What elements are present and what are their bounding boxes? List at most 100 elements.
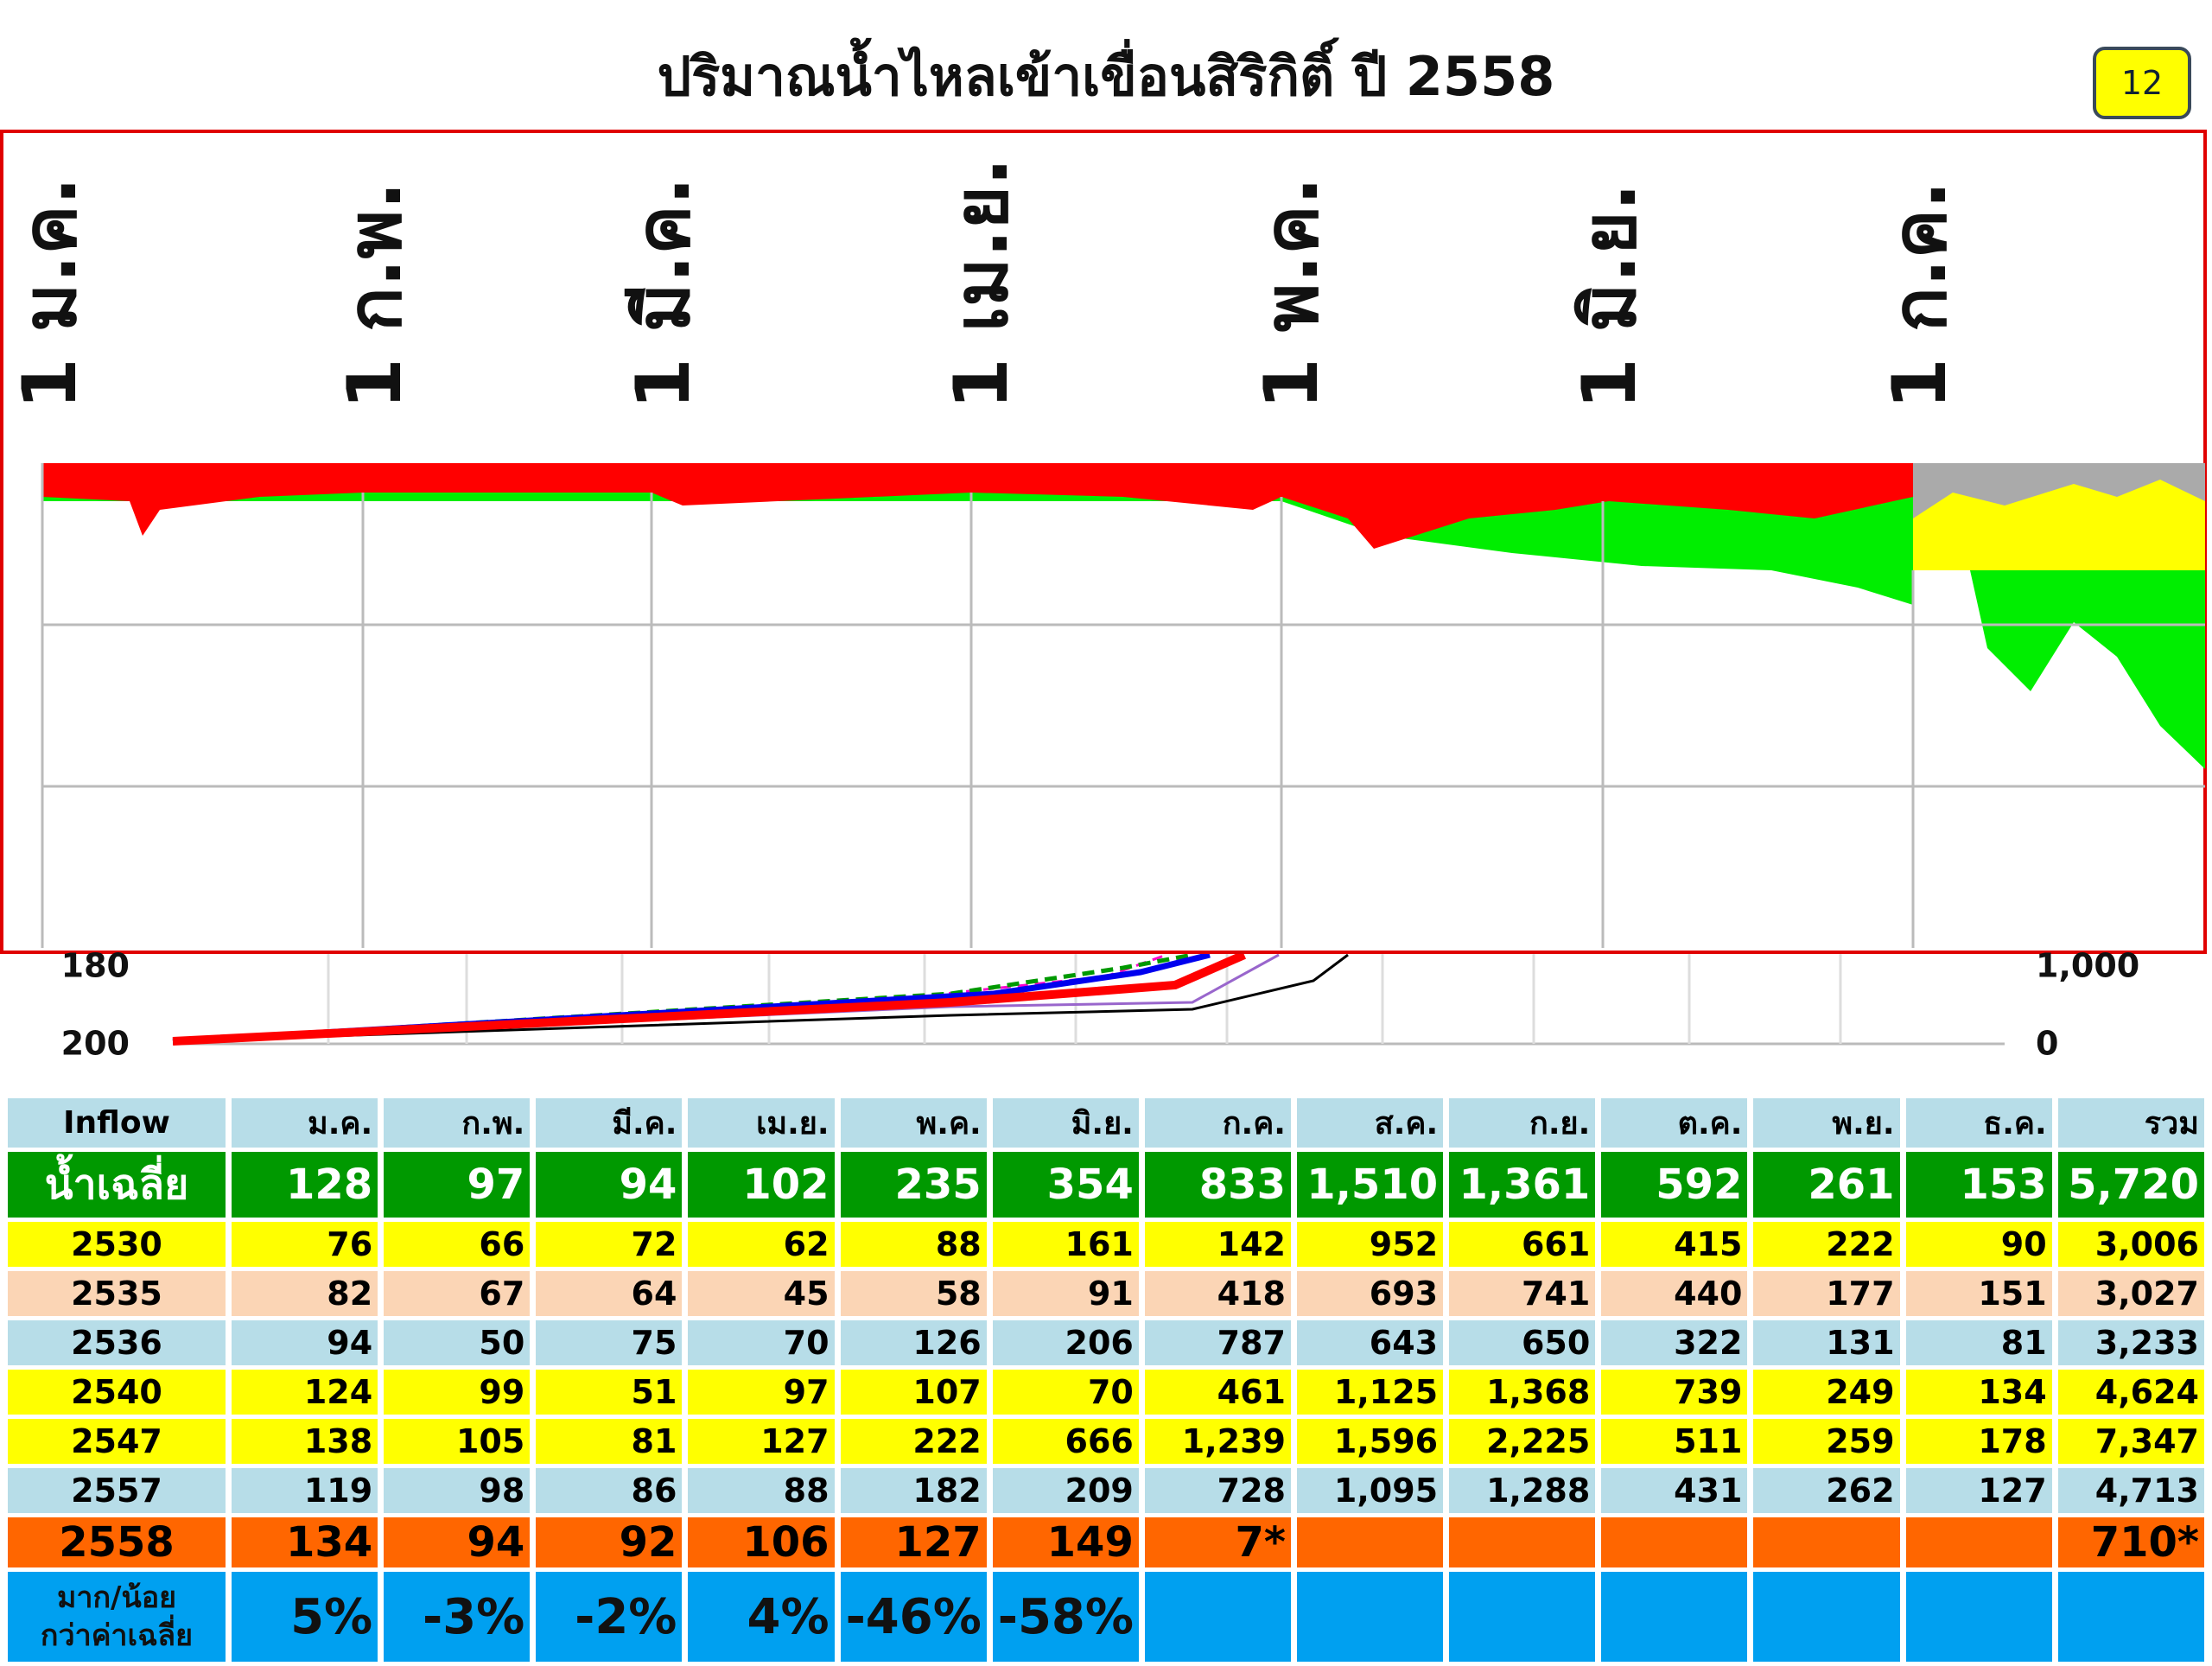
table-cell: 511 — [1601, 1419, 1748, 1464]
left-tick-label: 180 — [61, 947, 130, 985]
table-cell: 4,624 — [2057, 1370, 2204, 1415]
table-cell: 97 — [688, 1370, 835, 1415]
table-cell: 952 — [1296, 1222, 1444, 1267]
table-cell: 90 — [1905, 1222, 2052, 1267]
table-cell: 259 — [1753, 1419, 1900, 1464]
area — [1913, 480, 2205, 570]
table-cell: 58 — [840, 1271, 987, 1316]
table-cell — [1753, 1572, 1900, 1662]
line — [172, 951, 1247, 1046]
table-cell: 415 — [1601, 1222, 1748, 1267]
table-cell: 98 — [384, 1468, 531, 1513]
table-cell: 131 — [1753, 1320, 1900, 1365]
table-cell: 67 — [384, 1271, 531, 1316]
table-cell: 88 — [688, 1468, 835, 1513]
table-cell: 739 — [1601, 1370, 1748, 1415]
area — [1913, 562, 2205, 769]
table-cell: 1,125 — [1296, 1370, 1444, 1415]
line — [172, 953, 1280, 1043]
table-cell: Inflow — [8, 1098, 226, 1148]
table-cell: 153 — [1905, 1152, 2052, 1218]
table-cell: ก.พ. — [384, 1098, 531, 1148]
right-tick-label: 0 — [2036, 1025, 2058, 1063]
table-row: น้ำเฉลี่ย 128 97 94 102 235 354 833 1,510 1,361 59… — [8, 1152, 2204, 1218]
table-cell: 222 — [1753, 1222, 1900, 1267]
table-cell: 787 — [1144, 1320, 1291, 1365]
chart-area: 1 ม.ค. 1 ก.พ. 1 มี.ค. 1 เม.ย. 1 พ.ค. 1 มิ.ย. 1… — [0, 130, 2207, 1063]
table-row: 2547 138 105 81 127 222 666 1,239 1,596 2,225 511 2… — [8, 1419, 2204, 1464]
table-cell: 45 — [688, 1271, 835, 1316]
table-cell: 2557 — [8, 1468, 226, 1513]
table-cell: 128 — [232, 1152, 378, 1218]
table-cell: -58% — [992, 1572, 1139, 1662]
table-cell — [1296, 1572, 1444, 1662]
table-cell: 142 — [1144, 1222, 1291, 1267]
table-cell: -2% — [536, 1572, 683, 1662]
grid — [327, 952, 1842, 1044]
table-cell: 2540 — [8, 1370, 226, 1415]
table-cell: 1,368 — [1449, 1370, 1596, 1415]
table-cell: 833 — [1144, 1152, 1291, 1218]
table-cell: มี.ค. — [536, 1098, 683, 1148]
table-cell: 209 — [992, 1468, 1139, 1513]
table-cell: 66 — [384, 1222, 531, 1267]
table-cell: 693 — [1296, 1271, 1444, 1316]
table-row: 2530 76 66 72 62 88 161 142 952 661 415 222 90 3,006 — [8, 1222, 2204, 1267]
table-cell: 97 — [384, 1152, 531, 1218]
table-cell: 106 — [688, 1517, 835, 1567]
table-cell: 94 — [384, 1517, 531, 1567]
table-cell: 1,095 — [1296, 1468, 1444, 1513]
table-cell: 151 — [1905, 1271, 2052, 1316]
table-cell: รวม — [2057, 1098, 2204, 1148]
table-cell: 119 — [232, 1468, 378, 1513]
table-cell: 81 — [1905, 1320, 2052, 1365]
table-cell: 2558 — [8, 1517, 226, 1567]
left-tick-label: 200 — [61, 1025, 130, 1063]
table-cell: 249 — [1753, 1370, 1900, 1415]
table-cell: ส.ค. — [1296, 1098, 1444, 1148]
table-cell: 322 — [1601, 1320, 1748, 1365]
overlay-plot — [41, 463, 2205, 948]
table-cell: 710* — [2057, 1517, 2204, 1567]
table-cell: 62 — [688, 1222, 835, 1267]
title: ปริมาณน้ำไหลเข้าเขื่อนสิริกิติ์ ปี 2558 — [657, 45, 1555, 108]
date-label: 1 ก.ค. — [1877, 181, 1963, 410]
table-cell: 431 — [1601, 1468, 1748, 1513]
page-badge: 12 — [2093, 47, 2191, 119]
table-cell: 222 — [840, 1419, 987, 1464]
table-cell: 161 — [992, 1222, 1139, 1267]
table-cell: 262 — [1753, 1468, 1900, 1513]
date-label: 1 ม.ค. — [7, 177, 93, 410]
table-cell: 261 — [1753, 1152, 1900, 1218]
table-cell: 134 — [1905, 1370, 2052, 1415]
table-cell: 64 — [536, 1271, 683, 1316]
table-cell: 105 — [384, 1419, 531, 1464]
table-cell: 650 — [1449, 1320, 1596, 1365]
table-cell: 81 — [536, 1419, 683, 1464]
date-label: 1 เม.ย. — [938, 157, 1025, 410]
table-cell: 138 — [232, 1419, 378, 1464]
table-cell: 149 — [992, 1517, 1139, 1567]
table-cell: ก.ค. — [1144, 1098, 1291, 1148]
table-cell: มิ.ย. — [992, 1098, 1139, 1148]
table-cell — [1905, 1517, 2052, 1567]
table-cell: 3,006 — [2057, 1222, 2204, 1267]
table-cell: 91 — [992, 1271, 1139, 1316]
table-cell: 418 — [1144, 1271, 1291, 1316]
table-cell: 82 — [232, 1271, 378, 1316]
table-cell: 2536 — [8, 1320, 226, 1365]
lower-chart — [172, 951, 2005, 1046]
table-cell: 50 — [384, 1320, 531, 1365]
table-cell — [1449, 1517, 1596, 1567]
table-cell — [1601, 1517, 1748, 1567]
table-row: 2540 124 99 51 97 107 70 461 1,125 1,368 739 249 134… — [8, 1370, 2204, 1415]
date-label: 1 ก.พ. — [332, 181, 418, 410]
table-row: 2535 82 67 64 45 58 91 418 693 741 440 177 151 3,027 — [8, 1271, 2204, 1316]
table-cell — [1601, 1572, 1748, 1662]
table-cell: 127 — [840, 1517, 987, 1567]
table-cell: น้ำเฉลี่ย — [8, 1152, 226, 1218]
table-cell: 177 — [1753, 1271, 1900, 1316]
table-cell: 741 — [1449, 1271, 1596, 1316]
table-cell: 178 — [1905, 1419, 2052, 1464]
